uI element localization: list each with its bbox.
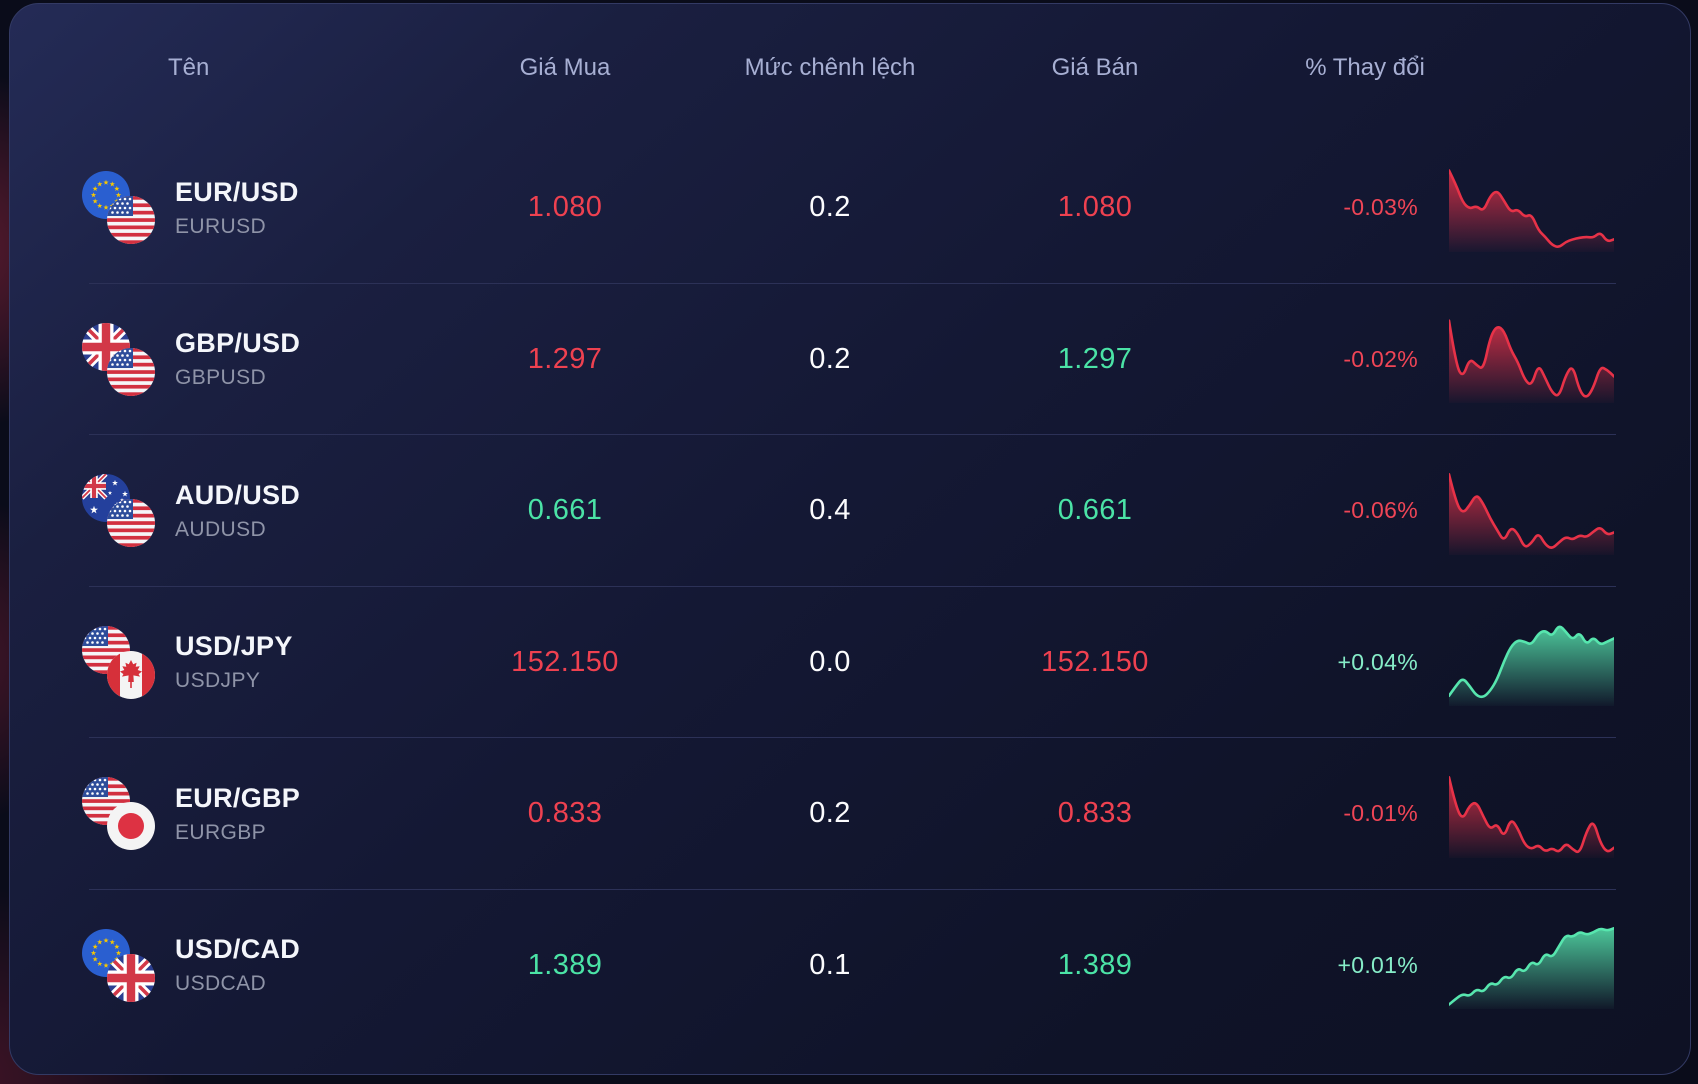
buy-price: 152.150: [511, 645, 619, 678]
spread-value: 0.4: [809, 494, 851, 527]
sell-price: 1.389: [1057, 948, 1133, 981]
spread-value: 0.2: [809, 342, 851, 375]
pair-name: AUD/USD: [175, 479, 301, 510]
change-cell: -0.06%: [1240, 467, 1628, 555]
table-row[interactable]: GBP/USD GBPUSD 1.297 0.2 1.297 -0.02%: [60, 284, 1628, 436]
pair-text: USD/JPY USDJPY: [175, 631, 293, 693]
change-percent: -0.02%: [1343, 345, 1418, 372]
trend-sparkline: [1449, 472, 1614, 555]
sell-price: 1.080: [1057, 191, 1133, 224]
sell-price: 0.661: [1057, 494, 1133, 527]
flag-pair: [82, 171, 155, 245]
pair-name: USD/JPY: [175, 631, 293, 662]
change-percent: -0.06%: [1343, 497, 1418, 524]
pair-name: USD/CAD: [175, 934, 301, 965]
table-row[interactable]: EUR/USD EURUSD 1.080 0.2 1.080 -0.03%: [60, 132, 1628, 284]
quote-currency-flag-icon: [107, 802, 155, 851]
sell-price: 1.297: [1057, 342, 1133, 375]
table-header: Tên Giá Mua Mức chênh lệch Giá Bán % Tha…: [60, 4, 1628, 132]
buy-price: 1.389: [527, 948, 603, 981]
quote-currency-flag-icon: [107, 196, 155, 245]
column-header-change: % Thay đổi: [1240, 54, 1628, 82]
pair-name: GBP/USD: [175, 328, 301, 359]
flag-pair: [82, 474, 155, 548]
buy-price: 0.833: [527, 797, 603, 830]
quote-currency-flag-icon: [107, 347, 155, 396]
table-row[interactable]: AUD/USD AUDUSD 0.661 0.4 0.661 -0.06%: [60, 435, 1628, 587]
rows: EUR/USD EURUSD 1.080 0.2 1.080 -0.03% GB…: [60, 132, 1628, 1041]
pair-text: EUR/USD EURUSD: [175, 177, 299, 239]
pair-cell: USD/JPY USDJPY: [60, 625, 420, 699]
flag-pair: [82, 929, 155, 1002]
trend-sparkline: [1449, 927, 1614, 1010]
change-cell: -0.01%: [1240, 770, 1628, 858]
quote-currency-flag-icon: [107, 650, 155, 699]
pair-cell: AUD/USD AUDUSD: [60, 474, 420, 548]
column-header-buy: Giá Mua: [519, 54, 611, 81]
trend-sparkline: [1449, 775, 1614, 858]
change-percent: +0.01%: [1337, 951, 1418, 978]
pair-text: GBP/USD GBPUSD: [175, 328, 300, 390]
change-cell: -0.02%: [1240, 315, 1628, 404]
flag-pair: [82, 323, 155, 396]
buy-price: 1.080: [527, 191, 603, 224]
table-row[interactable]: EUR/GBP EURGBP 0.833 0.2 0.833 -0.01%: [60, 738, 1628, 890]
pair-symbol: EURUSD: [175, 214, 267, 238]
column-header-change-label: % Thay đổi: [1305, 54, 1425, 81]
column-header-sell: Giá Bán: [1051, 54, 1139, 81]
pair-text: AUD/USD AUDUSD: [175, 480, 300, 542]
sell-price: 0.833: [1057, 797, 1133, 830]
pair-symbol: USDJPY: [175, 669, 261, 693]
change-percent: +0.04%: [1337, 648, 1418, 675]
change-cell: +0.01%: [1240, 921, 1628, 1010]
flag-pair: [82, 625, 155, 699]
spread-value: 0.2: [809, 191, 851, 224]
pair-symbol: USDCAD: [175, 972, 267, 996]
watchlist-card: Tên Giá Mua Mức chênh lệch Giá Bán % Tha…: [9, 3, 1691, 1075]
pair-text: EUR/GBP EURGBP: [175, 783, 300, 845]
pair-cell: EUR/GBP EURGBP: [60, 777, 420, 851]
trend-sparkline: [1449, 168, 1614, 252]
spread-value: 0.0: [809, 645, 851, 678]
pair-cell: GBP/USD GBPUSD: [60, 323, 420, 396]
pair-symbol: GBPUSD: [175, 366, 267, 390]
pair-cell: USD/CAD USDCAD: [60, 929, 420, 1002]
buy-price: 0.661: [527, 494, 603, 527]
flag-pair: [82, 777, 155, 851]
change-percent: -0.03%: [1343, 194, 1418, 221]
change-cell: -0.03%: [1240, 164, 1628, 252]
pair-name: EUR/USD: [175, 176, 299, 207]
buy-price: 1.297: [527, 342, 603, 375]
quote-currency-flag-icon: [107, 954, 155, 1002]
column-header-spread: Mức chênh lệch: [744, 54, 916, 81]
trend-sparkline: [1449, 625, 1614, 707]
pair-cell: EUR/USD EURUSD: [60, 171, 420, 245]
quote-currency-flag-icon: [107, 499, 155, 548]
table-row[interactable]: USD/CAD USDCAD 1.389 0.1 1.389 +0.01%: [60, 890, 1628, 1042]
sell-price: 152.150: [1041, 645, 1149, 678]
pair-name: EUR/GBP: [175, 782, 301, 813]
spread-value: 0.2: [809, 797, 851, 830]
change-percent: -0.01%: [1343, 800, 1418, 827]
pair-symbol: EURGBP: [175, 820, 267, 844]
pair-symbol: AUDUSD: [175, 517, 267, 541]
column-header-name: Tên: [168, 54, 210, 81]
pair-text: USD/CAD USDCAD: [175, 934, 300, 996]
spread-value: 0.1: [809, 948, 851, 981]
trend-sparkline: [1449, 319, 1614, 404]
table-row[interactable]: USD/JPY USDJPY 152.150 0.0 152.150 +0.04…: [60, 587, 1628, 739]
change-cell: +0.04%: [1240, 618, 1628, 707]
